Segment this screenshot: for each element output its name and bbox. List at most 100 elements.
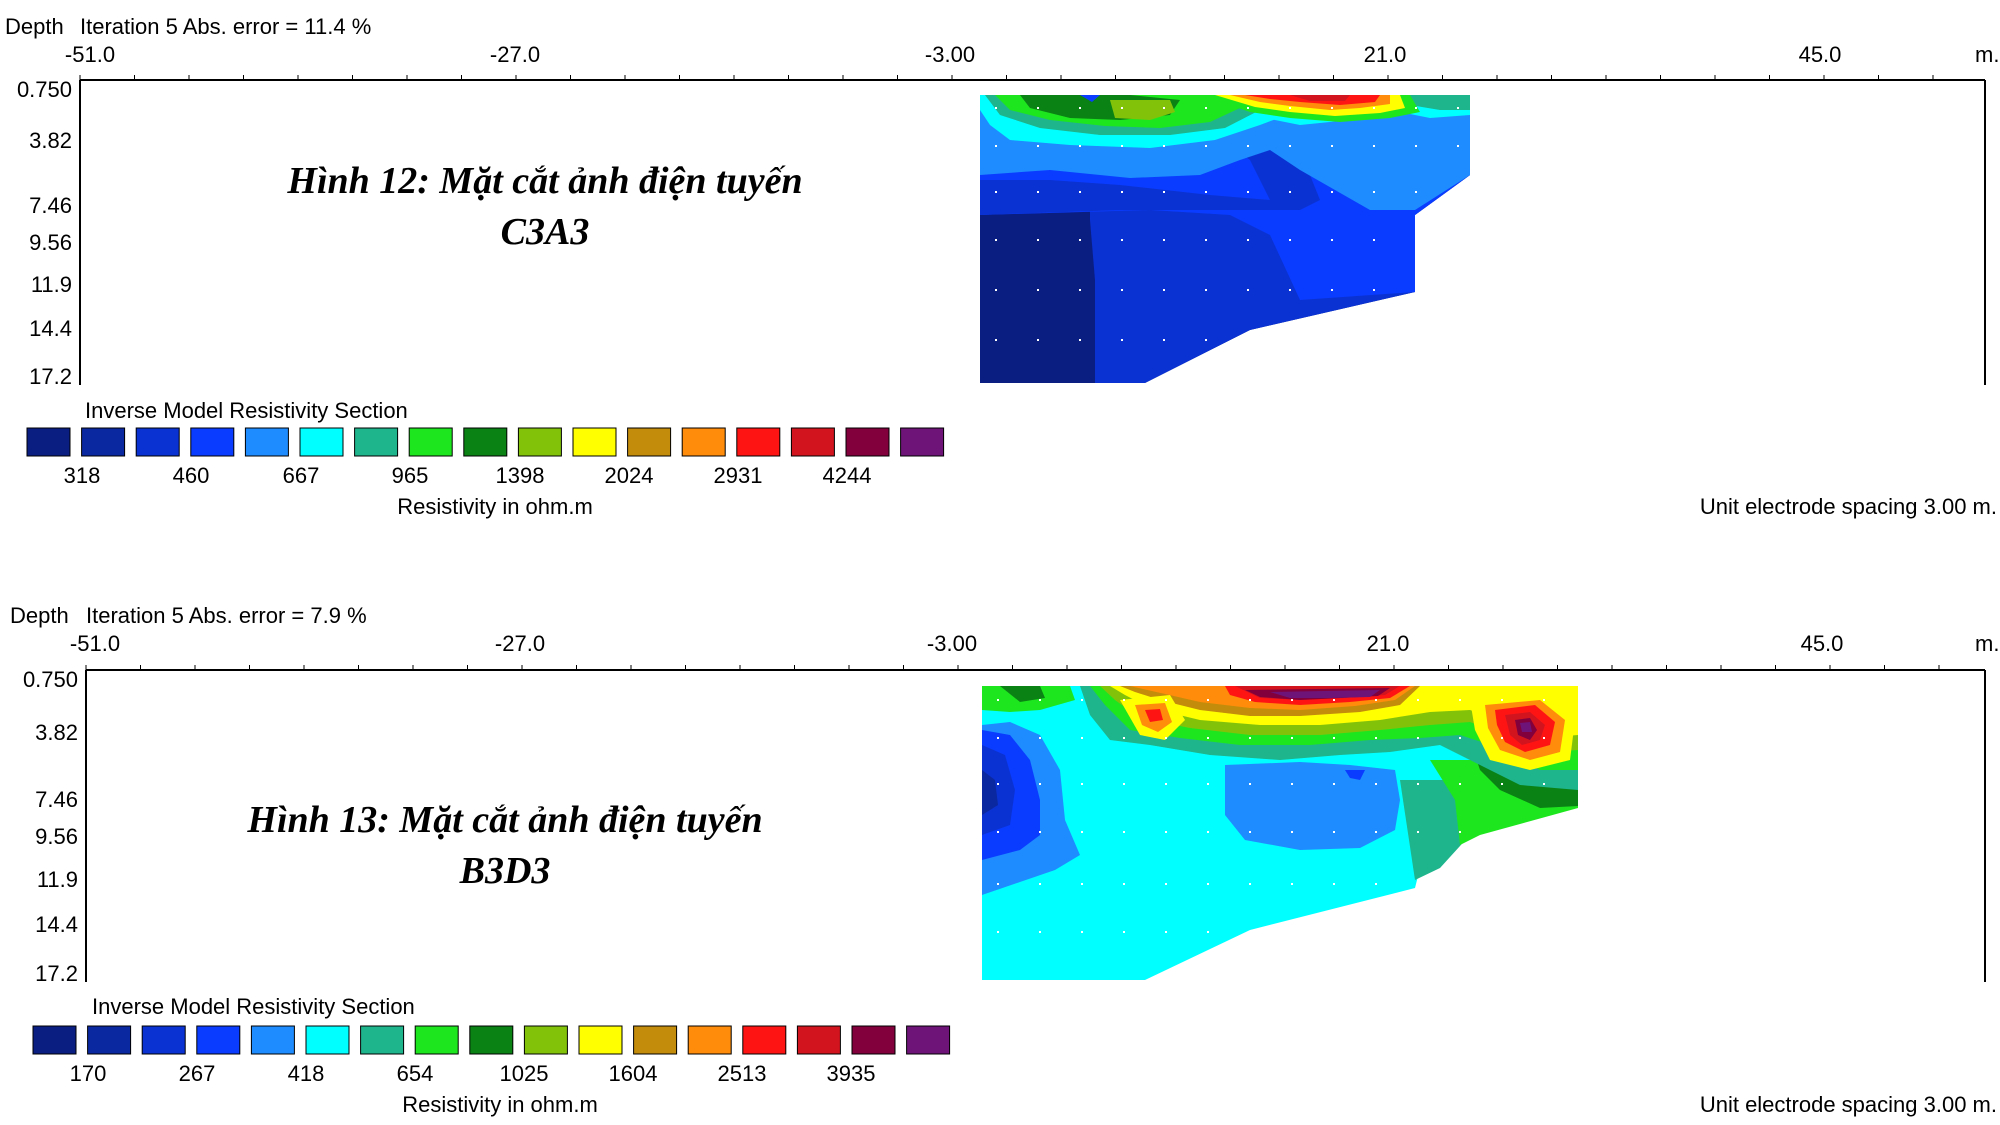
- data-point: [1207, 737, 1209, 739]
- contour-layer: [1270, 690, 1380, 698]
- contour-layer: [1145, 709, 1163, 722]
- data-point: [1123, 737, 1125, 739]
- data-point: [1079, 339, 1081, 341]
- data-point: [1079, 191, 1081, 193]
- x-tick-label: 45.0: [1801, 631, 1844, 656]
- x-tick-label: -3.00: [925, 42, 975, 67]
- data-point: [1375, 737, 1377, 739]
- data-point: [1249, 737, 1251, 739]
- legend-swatch: [141, 1025, 186, 1055]
- data-point: [1037, 239, 1039, 241]
- data-point: [1205, 289, 1207, 291]
- data-point: [1331, 289, 1333, 291]
- data-point: [1247, 191, 1249, 193]
- data-point: [1501, 699, 1503, 701]
- resistivity-unit-label: Resistivity in ohm.m: [402, 1092, 598, 1117]
- data-point: [1249, 831, 1251, 833]
- legend-value-label: 1604: [609, 1061, 658, 1086]
- data-point: [997, 783, 999, 785]
- caption-line-2: C3A3: [501, 211, 590, 253]
- legend-swatch: [627, 427, 672, 457]
- data-point: [1207, 699, 1209, 701]
- data-point: [1289, 145, 1291, 147]
- data-point: [997, 883, 999, 885]
- data-point: [1123, 883, 1125, 885]
- legend-swatch: [851, 1025, 896, 1055]
- y-tick-label: 0.750: [23, 667, 78, 692]
- data-point: [1249, 699, 1251, 701]
- legend-value-label: 4244: [823, 463, 872, 488]
- data-point: [1333, 883, 1335, 885]
- data-points: [995, 107, 1459, 341]
- data-point: [1543, 699, 1545, 701]
- data-point: [1165, 699, 1167, 701]
- legend-swatch: [299, 427, 344, 457]
- caption: Hình 13: Mặt cắt ảnh điện tuyến B3D3: [246, 799, 762, 892]
- contour-layer: [982, 745, 1015, 835]
- data-point: [1037, 107, 1039, 109]
- data-point: [1289, 107, 1291, 109]
- data-point: [1121, 239, 1123, 241]
- y-tick-label: 9.56: [29, 230, 72, 255]
- data-point: [1373, 289, 1375, 291]
- resistivity-unit-label: Resistivity in ohm.m: [397, 494, 593, 519]
- data-point: [1459, 699, 1461, 701]
- data-point: [1501, 737, 1503, 739]
- x-tick-label: 21.0: [1364, 42, 1407, 67]
- data-point: [1373, 145, 1375, 147]
- data-point: [1081, 931, 1083, 933]
- contour-layer: [982, 770, 998, 815]
- data-point: [1039, 831, 1041, 833]
- legend-value-label: 170: [70, 1061, 107, 1086]
- data-point: [1081, 737, 1083, 739]
- legend: Inverse Model Resistivity Section 318 46…: [26, 398, 945, 519]
- x-tick-label: -3.00: [927, 631, 977, 656]
- data-point: [1247, 145, 1249, 147]
- data-point: [1165, 737, 1167, 739]
- legend-swatch: [414, 1025, 459, 1055]
- data-point: [1207, 783, 1209, 785]
- x-tick-label: -51.0: [65, 42, 115, 67]
- data-point: [1415, 145, 1417, 147]
- depth-header: Depth: [10, 603, 69, 628]
- legend-swatch: [796, 1025, 841, 1055]
- section-c3a3: Depth Iteration 5 Abs. error = 11.4 % m.…: [5, 14, 1999, 519]
- y-tick-label: 0.750: [17, 77, 72, 102]
- legend-swatch: [687, 1025, 732, 1055]
- legend-swatches: [32, 1025, 951, 1055]
- data-point: [1543, 783, 1545, 785]
- y-tick-label: 17.2: [35, 961, 78, 986]
- data-point: [1121, 145, 1123, 147]
- data-point: [1123, 699, 1125, 701]
- data-point: [997, 737, 999, 739]
- data-point: [1165, 783, 1167, 785]
- data-point: [1331, 239, 1333, 241]
- legend-title: Inverse Model Resistivity Section: [85, 398, 408, 423]
- x-tick-labels: -51.0 -27.0 -3.00 21.0 45.0: [70, 631, 1843, 656]
- data-point: [1079, 107, 1081, 109]
- legend-swatch: [578, 1025, 623, 1055]
- y-tick-label: 14.4: [29, 316, 72, 341]
- legend-swatch: [469, 1025, 514, 1055]
- data-point: [1373, 107, 1375, 109]
- legend-swatch: [250, 1025, 295, 1055]
- data-points: [997, 699, 1545, 933]
- y-tick-label: 9.56: [35, 824, 78, 849]
- data-point: [997, 831, 999, 833]
- data-point: [1163, 239, 1165, 241]
- legend-swatch: [845, 427, 890, 457]
- legend-value-label: 654: [397, 1061, 434, 1086]
- data-point: [1247, 289, 1249, 291]
- y-tick-labels: 0.750 3.82 7.46 9.56 11.9 14.4 17.2: [17, 77, 72, 389]
- data-point: [1247, 107, 1249, 109]
- contour-layer: [1000, 686, 1045, 702]
- data-point: [1121, 191, 1123, 193]
- legend-swatch: [135, 427, 180, 457]
- legend-swatch: [523, 1025, 568, 1055]
- data-point: [1457, 107, 1459, 109]
- data-point: [1415, 191, 1417, 193]
- x-tick-label: 21.0: [1367, 631, 1410, 656]
- data-point: [1373, 191, 1375, 193]
- data-point: [1039, 883, 1041, 885]
- legend-value-label: 318: [64, 463, 101, 488]
